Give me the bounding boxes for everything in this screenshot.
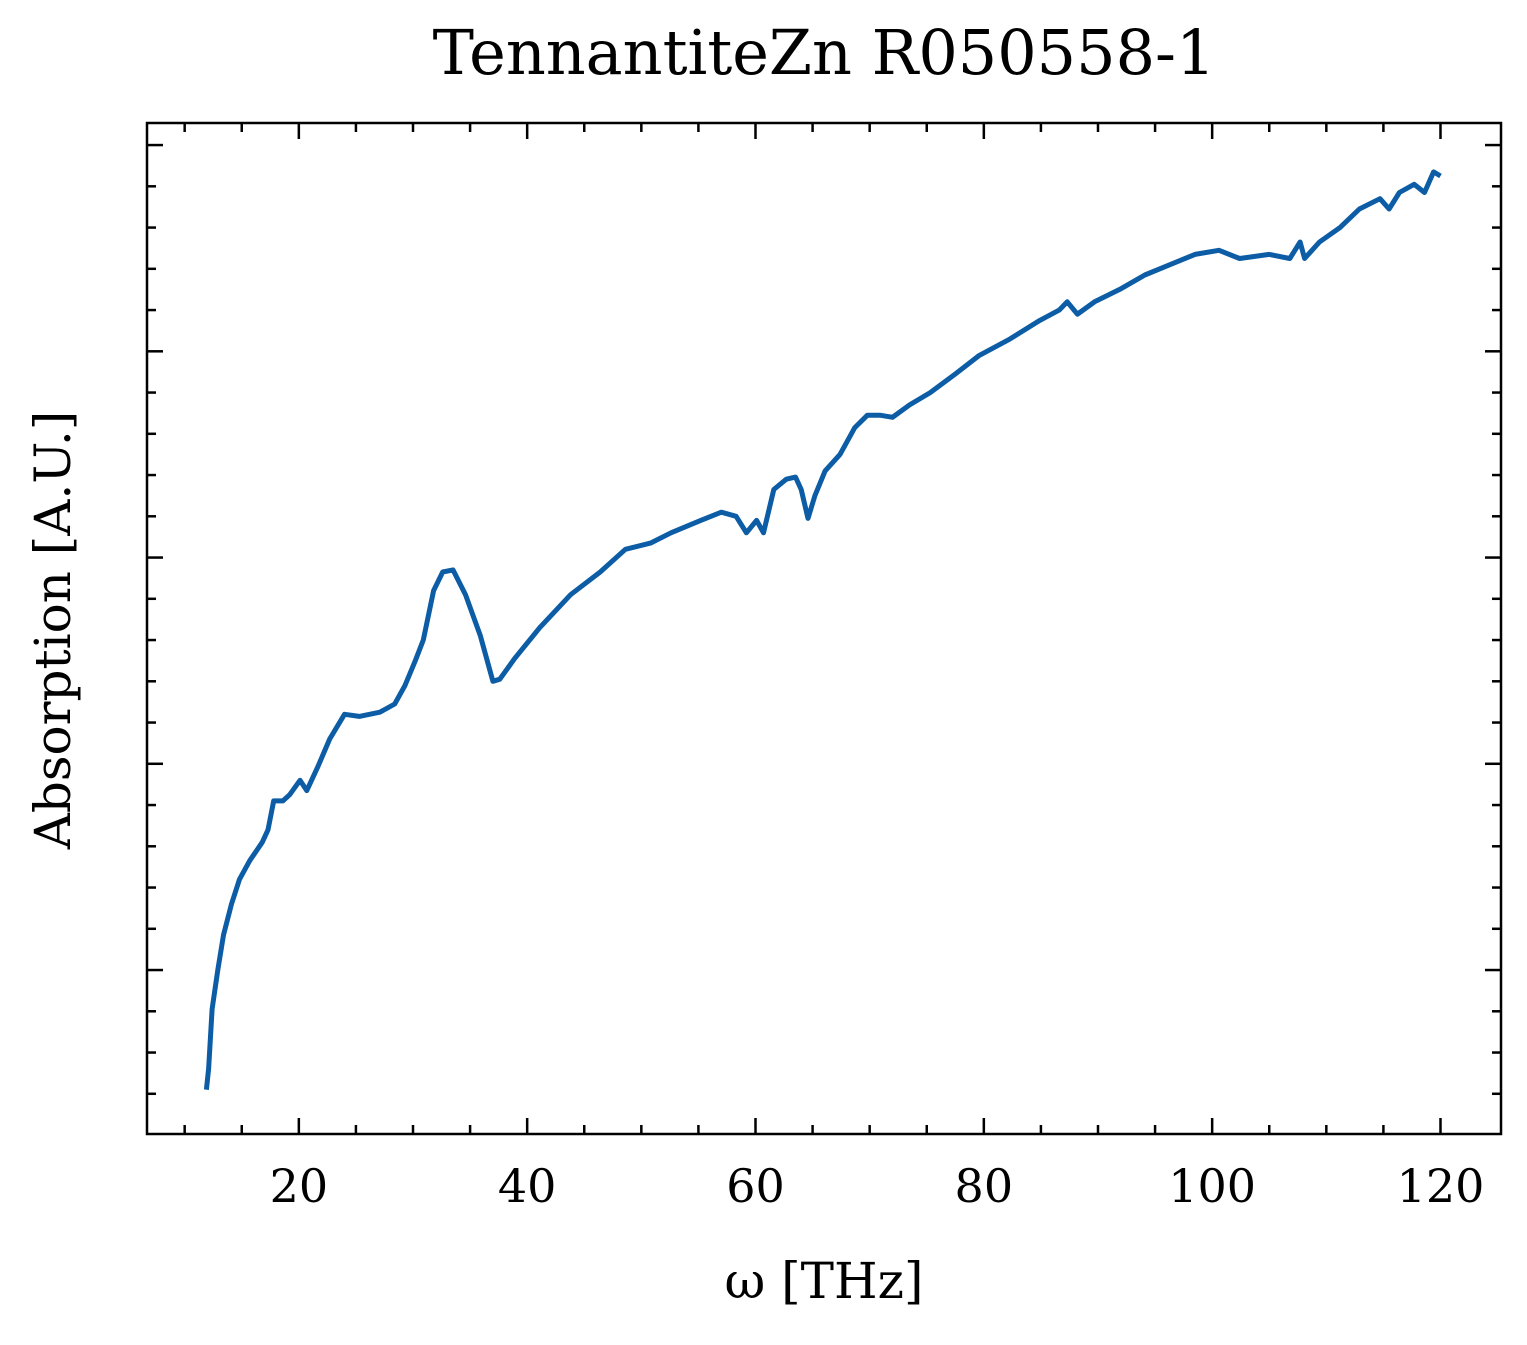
x-tick-label: 40 <box>498 1159 557 1213</box>
x-tick-label: 80 <box>955 1159 1014 1213</box>
y-axis-label: Absorption [A.U.] <box>24 411 82 851</box>
data-line <box>203 169 1442 1090</box>
x-axis-label: ω [THz] <box>725 1252 924 1310</box>
plot-frame <box>145 121 1503 1136</box>
x-tick-label: 20 <box>270 1159 329 1213</box>
x-tick-label: 100 <box>1168 1159 1256 1213</box>
chart-title: TennantiteZn R050558-1 <box>433 16 1216 89</box>
x-tick-label: 120 <box>1397 1159 1485 1213</box>
x-tick-label: 60 <box>726 1159 785 1213</box>
